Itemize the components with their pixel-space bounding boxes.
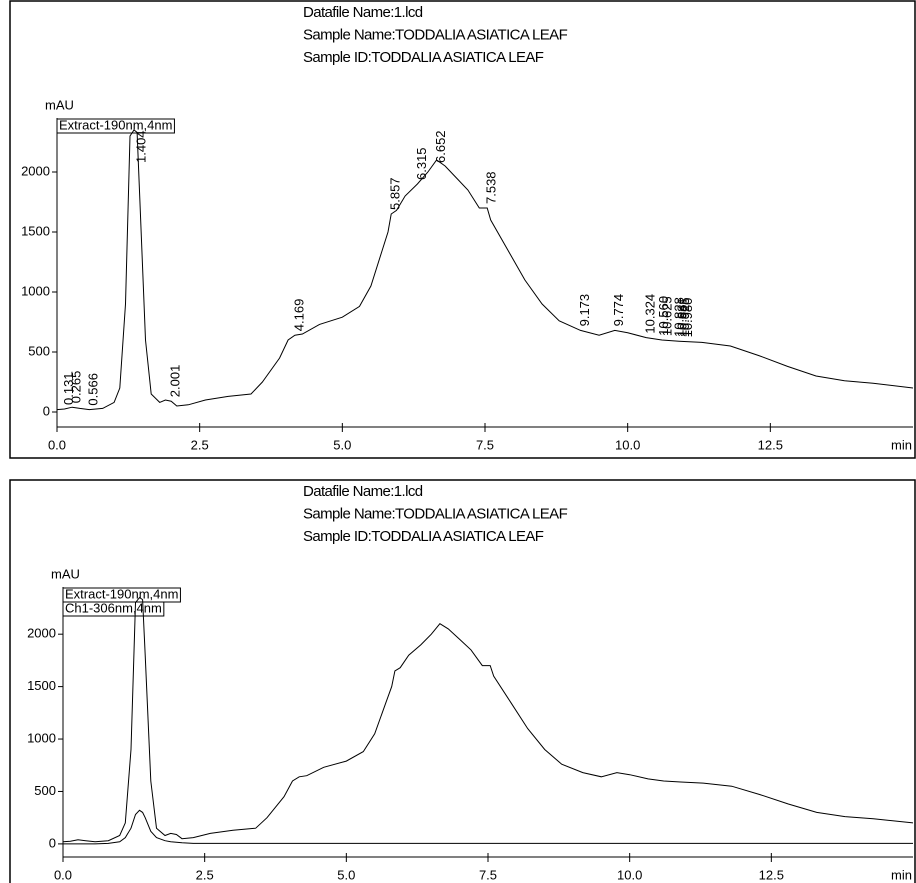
peak-label: 10.625 [660,296,675,336]
y-tick-label: 2000 [21,163,50,178]
x-tick-label: 2.5 [196,867,214,882]
header-line: Sample ID:TODDALIA ASIATICA LEAF [303,528,544,545]
peak-label: 5.857 [388,177,403,210]
header-line: Sample Name:TODDALIA ASIATICA LEAF [303,505,568,522]
x-tick-label: 7.5 [476,437,494,452]
x-tick-label: 0.0 [48,437,66,452]
y-tick-label: 2000 [27,626,56,641]
legend-box [56,118,175,134]
x-tick-label: 12.5 [759,867,784,882]
peak-label: 9.173 [577,294,592,327]
x-tick-label: 7.5 [479,867,497,882]
x-tick-label: 5.0 [333,437,351,452]
peak-label: 10.925 [677,298,692,338]
peak-label: 4.169 [291,299,306,332]
peak-label: 10.881 [674,297,689,337]
peak-label: 10.560 [656,296,671,336]
header-line: Sample ID:TODDALIA ASIATICA LEAF [303,49,544,66]
x-tick-label: 12.5 [758,437,783,452]
x-tick-label: 10.0 [615,437,640,452]
y-tick-label: 1000 [21,283,50,298]
x-axis-label: min [891,437,912,452]
x-axis-label: min [891,867,912,882]
x-tick-label: 0.0 [54,867,72,882]
panel-frame [9,0,916,459]
x-tick-label: 5.0 [337,867,355,882]
x-tick-label: 10.0 [617,867,642,882]
y-axis-label: mAU [45,97,74,112]
header-line: Datafile Name:1.lcd [303,483,423,500]
y-tick-label: 0 [49,835,56,850]
header-line: Datafile Name:1.lcd [303,4,423,21]
peak-label: 6.652 [433,130,448,163]
peak-label: 0.131 [61,372,76,405]
peak-label: 0.566 [86,373,101,406]
peak-label: 2.001 [168,365,183,398]
peak-label: 10.324 [643,294,658,334]
peak-label: 10.980 [680,298,695,338]
trace [57,129,913,411]
y-axis-label: mAU [51,566,80,581]
peak-label: 7.538 [484,171,499,204]
header-line: Sample Name:TODDALIA ASIATICA LEAF [303,26,568,43]
peak-label: 9.774 [611,294,626,327]
legend-label: Extract-190nm,4nm [59,117,172,132]
y-tick-label: 1500 [21,223,50,238]
peak-label: 0.265 [69,371,84,404]
peak-label: 1.404 [134,130,149,163]
trace [63,596,913,843]
y-tick-label: 1000 [27,730,56,745]
y-tick-label: 1500 [27,678,56,693]
x-tick-label: 2.5 [191,437,209,452]
peak-label: 6.315 [414,147,429,180]
y-tick-label: 0 [43,403,50,418]
legend-label: Extract-190nm,4nm [65,586,178,601]
y-tick-label: 500 [34,783,56,798]
panel-frame [9,479,916,883]
legend-label: Ch1-306nm,4nm [65,600,162,615]
y-tick-label: 500 [28,343,50,358]
legend-box [62,601,165,617]
trace [63,809,913,845]
peak-label: 10.828 [671,297,686,337]
